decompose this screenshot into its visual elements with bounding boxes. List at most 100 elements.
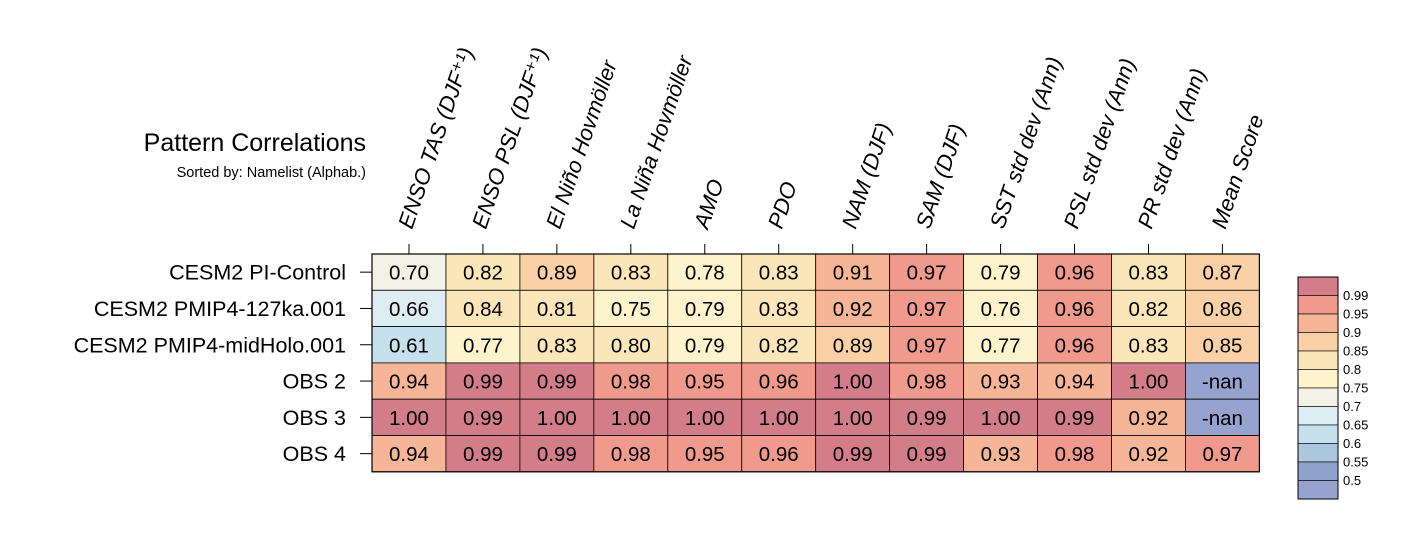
column-label: PSL std dev (Ann)	[1059, 55, 1141, 232]
cell-value-label: 0.83	[759, 298, 799, 321]
heatmap-cell	[889, 326, 965, 364]
colorbar-label: 0.9	[1343, 325, 1361, 340]
heatmap-cell	[445, 326, 521, 364]
heatmap-cell	[741, 435, 817, 473]
cell-value-label: 0.93	[981, 371, 1021, 394]
column-label: SAM (DJF)	[911, 121, 970, 232]
heatmap-cell	[815, 326, 891, 364]
cell-value-label: 0.99	[463, 443, 503, 466]
heatmap-cell	[1037, 289, 1112, 327]
heatmap-cell	[445, 435, 521, 473]
heatmap-cell	[963, 398, 1038, 436]
column-label: ENSO PSL (DJF⁺¹)	[467, 44, 552, 231]
heatmap-cell	[963, 326, 1038, 364]
cell-value-label: 0.82	[463, 262, 503, 285]
heatmap-cell	[889, 253, 965, 291]
heatmap-cell	[815, 398, 891, 436]
heatmap-cell	[889, 435, 965, 473]
row-label: OBS 4	[283, 442, 346, 466]
colorbar-swatch	[1297, 295, 1339, 315]
cell-value-label: 0.99	[537, 371, 577, 394]
cell-value-label: 0.91	[833, 262, 873, 285]
cell-value-label: 0.93	[981, 443, 1021, 466]
cell-value-label: 1.00	[389, 407, 429, 430]
column-label: SST std dev (Ann)	[985, 54, 1067, 232]
column-label: NAM (DJF)	[837, 119, 896, 231]
column-labels: ENSO TAS (DJF⁺¹)ENSO PSL (DJF⁺¹)El Niño …	[393, 44, 1269, 233]
cell-value-label: 0.66	[389, 298, 429, 321]
cell-value-label: 0.77	[981, 334, 1021, 357]
cell-value-label: 0.78	[685, 262, 725, 285]
cell-value-label: 0.94	[389, 371, 429, 394]
cell-value-label: 1.00	[537, 407, 577, 430]
colorbar-swatch	[1297, 369, 1339, 389]
heatmap-cell	[741, 398, 817, 436]
cell-value-label: 0.98	[611, 371, 651, 394]
cell-value-label: 0.80	[611, 334, 651, 357]
cell-value-label: 0.96	[759, 443, 799, 466]
heatmap-cell	[519, 398, 595, 436]
colorbar-swatch	[1297, 332, 1339, 352]
heatmap-border	[371, 253, 1261, 473]
cell-value-label: 0.83	[759, 262, 799, 285]
cell-value-label: 0.92	[833, 298, 873, 321]
cell-value-label: 0.98	[1055, 443, 1095, 466]
chart-subtitle: Sorted by: Namelist (Alphab.)	[176, 165, 366, 181]
cell-value-label: 0.83	[1129, 334, 1169, 357]
cell-value-label: 0.99	[1055, 407, 1095, 430]
colorbar-swatch	[1297, 387, 1339, 407]
colorbar-swatch	[1297, 480, 1339, 500]
cell-value-label: 0.75	[611, 298, 651, 321]
heatmap-cell	[1185, 362, 1260, 400]
axis-ticks	[360, 244, 1223, 455]
heatmap-cell	[1037, 362, 1112, 400]
cell-value-label: 0.97	[1202, 443, 1242, 466]
colorbar-label: 0.85	[1343, 344, 1368, 359]
cell-value-label: 1.00	[981, 407, 1021, 430]
cell-value-label: 0.96	[1055, 334, 1095, 357]
row-labels: CESM2 PI-Control CESM2 PMIP4-127ka.001 CES…	[74, 261, 346, 467]
cell-value-label: 0.94	[389, 443, 429, 466]
cell-value-label: 0.85	[1202, 334, 1242, 357]
cell-value-label: 1.00	[685, 407, 725, 430]
colorbar-border	[1297, 276, 1339, 500]
cell-value-label: 1.00	[611, 407, 651, 430]
colorbar-label: 0.75	[1343, 381, 1368, 396]
heatmap-cell	[371, 326, 447, 364]
colorbar-swatch	[1297, 350, 1339, 370]
column-label: ENSO TAS (DJF⁺¹)	[393, 44, 478, 231]
colorbar-swatch	[1297, 313, 1339, 333]
cell-value-label: 0.96	[1055, 298, 1095, 321]
colorbar-label: 0.95	[1343, 307, 1368, 322]
colorbar-swatch	[1297, 276, 1339, 296]
cell-value-label: 0.77	[463, 334, 503, 357]
heatmap-cell	[371, 289, 447, 327]
cell-value-label: 0.98	[611, 443, 651, 466]
heatmap-cell	[445, 289, 521, 327]
column-label: El Niño Hovmöller	[541, 55, 623, 231]
heatmap-cell	[741, 253, 817, 291]
cell-value-label: 1.00	[759, 407, 799, 430]
cell-value-label: 0.82	[759, 334, 799, 357]
colorbar-label: 0.6	[1343, 436, 1361, 451]
heatmap-cell	[815, 289, 891, 327]
heatmap-cell	[963, 289, 1038, 327]
heatmap-cell	[445, 398, 521, 436]
column-label: La Niña Hovmöller	[615, 51, 698, 232]
cell-value-label: 0.99	[537, 443, 577, 466]
heatmap-cells: 0.70 0.82 0.89 0.83 0.78 0.83 0.91 0.97 0.79 0.96…	[371, 253, 1261, 473]
heatmap-cell	[1185, 398, 1260, 436]
column-label: Mean Score	[1207, 111, 1269, 231]
cell-value-label: 0.99	[907, 443, 947, 466]
cell-value-label: 0.79	[981, 262, 1021, 285]
heatmap-cell	[371, 253, 447, 291]
cell-value-label: 1.00	[1129, 371, 1169, 394]
colorbar-label: 0.99	[1343, 288, 1368, 303]
row-label: CESM2 PI-Control	[169, 261, 346, 285]
cell-value-label: 0.82	[1129, 298, 1169, 321]
heatmap-cell	[1111, 362, 1186, 400]
heatmap-cell	[1111, 289, 1186, 327]
cell-value-label: 0.61	[389, 334, 429, 357]
column-label: AMO	[688, 176, 729, 233]
heatmap-cell	[1185, 289, 1260, 327]
